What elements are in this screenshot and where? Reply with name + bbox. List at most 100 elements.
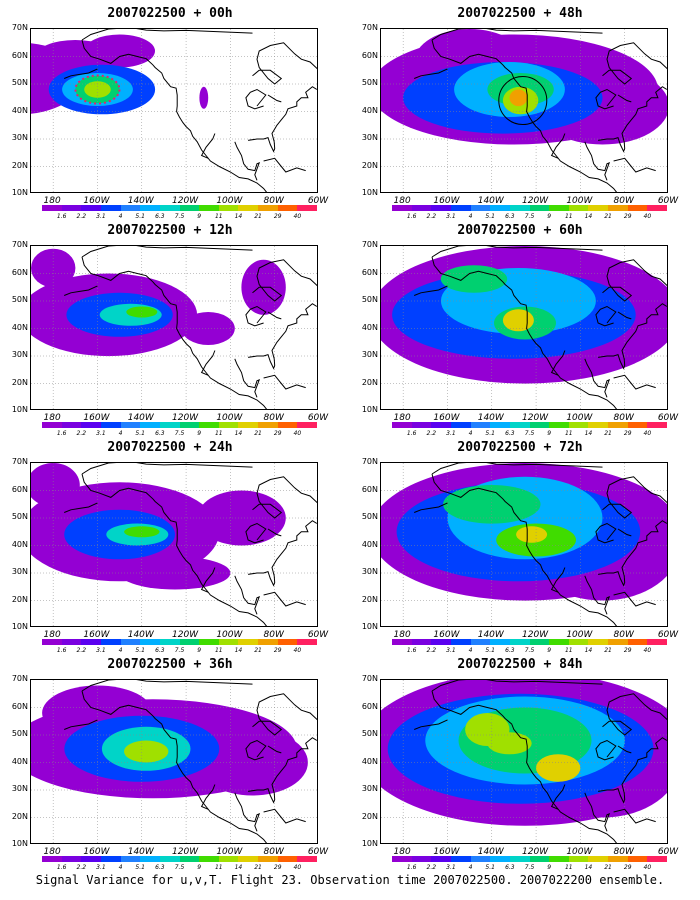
colorbar-label: 40 xyxy=(643,647,652,654)
colorbar-label: 21 xyxy=(604,864,612,871)
colorbar-label: 21 xyxy=(254,864,262,871)
variance-contour xyxy=(84,34,155,68)
grid-lines xyxy=(31,246,317,409)
x-tick-label: 120W xyxy=(522,847,549,857)
colorbar-swatch xyxy=(238,422,259,428)
colorbar-label: 5.1 xyxy=(135,213,145,220)
colorbar-label: 2.2 xyxy=(426,213,437,220)
colorbar-swatch xyxy=(450,422,472,428)
colorbar-swatch xyxy=(529,205,550,211)
x-tick-label: 60W xyxy=(307,630,329,640)
colorbar-label: 21 xyxy=(254,647,262,654)
variance-map xyxy=(31,29,317,192)
x-tick-label: 60W xyxy=(307,847,329,857)
coastline xyxy=(64,29,317,192)
colorbar-swatch xyxy=(199,856,220,862)
colorbar-swatch xyxy=(100,856,122,862)
colorbar xyxy=(42,856,318,862)
forecast-panel: 2007022500 + 36h 70N 60N 50N 40N 30N 20N 10N 180… xyxy=(0,657,340,871)
colorbar-swatch xyxy=(392,205,413,211)
colorbar-label: 3.1 xyxy=(446,864,456,871)
colorbar-swatch xyxy=(140,205,161,211)
colorbar-label: 11 xyxy=(564,864,573,871)
y-tick-label: 30N xyxy=(361,567,378,576)
colorbar-swatch xyxy=(42,639,63,645)
panel-title: 2007022500 + 48h xyxy=(457,6,583,21)
colorbar-label: 29 xyxy=(623,213,632,220)
colorbar-label: 2.2 xyxy=(76,213,87,220)
y-tick-label: 20N xyxy=(11,594,28,604)
y-tick-label: 50N xyxy=(361,78,378,87)
figure-caption: Signal Variance for u,v,T. Flight 23. Ob… xyxy=(35,873,665,887)
y-tick-label: 70N xyxy=(11,674,28,683)
colorbar-label: 6.3 xyxy=(155,864,165,871)
x-tick-label: 140W xyxy=(477,413,504,423)
colorbar-label: 29 xyxy=(273,430,282,437)
y-tick-label: 20N xyxy=(11,811,28,821)
colorbar-swatch xyxy=(140,422,161,428)
colorbar-swatch xyxy=(61,856,82,862)
x-tick-label: 100W xyxy=(216,413,243,423)
x-tick-label: 60W xyxy=(657,847,679,857)
coastline xyxy=(64,463,317,626)
colorbar-swatch xyxy=(218,856,239,862)
y-tick-label: 60N xyxy=(11,484,28,494)
y-tick-label: 50N xyxy=(11,729,28,738)
colorbar-swatch xyxy=(647,856,668,862)
colorbar-label: 11 xyxy=(564,430,573,437)
colorbar-swatch xyxy=(529,639,550,645)
colorbar-swatch xyxy=(608,422,629,428)
colorbar-label: 7.5 xyxy=(174,430,185,437)
colorbar-swatch xyxy=(81,205,102,211)
colorbar-swatch xyxy=(238,856,259,862)
variance-contour xyxy=(31,463,80,507)
colorbar-label: 40 xyxy=(643,864,652,871)
colorbar-swatch xyxy=(277,856,298,862)
colorbar-swatch xyxy=(627,639,648,645)
y-tick-label: 70N xyxy=(11,457,28,466)
variance-contour xyxy=(31,248,76,288)
y-tick-label: 20N xyxy=(11,377,28,387)
forecast-panel: 2007022500 + 00h 70N 60N 50N 40N 30N 20N 10N 180… xyxy=(0,6,340,220)
variance-map xyxy=(381,29,667,192)
colorbar-label: 3.1 xyxy=(446,647,456,654)
x-tick-label: 80W xyxy=(613,196,634,206)
colorbar-swatch xyxy=(647,205,668,211)
map-plot-area xyxy=(380,679,668,844)
y-tick-label: 30N xyxy=(11,567,28,576)
colorbar-label: 14 xyxy=(234,213,243,220)
colorbar xyxy=(42,639,318,645)
forecast-panel: 2007022500 + 84h 70N 60N 50N 40N 30N 20N 10N 180… xyxy=(350,657,690,871)
colorbar-swatch xyxy=(61,205,82,211)
colorbar-label: 9 xyxy=(197,864,202,871)
y-tick-label: 40N xyxy=(11,539,28,549)
colorbar-label: 21 xyxy=(604,430,612,437)
x-tick-label: 80W xyxy=(263,413,284,423)
colorbar xyxy=(392,422,668,428)
colorbar-swatch xyxy=(199,422,220,428)
colorbar-label: 7.5 xyxy=(524,864,535,871)
colorbar xyxy=(42,205,318,211)
colorbar-label: 6.3 xyxy=(155,213,165,220)
colorbar-swatch xyxy=(120,856,141,862)
grid-lines xyxy=(381,29,667,192)
colorbar-label: 4 xyxy=(118,213,123,220)
coastline xyxy=(414,246,667,409)
forecast-panel: 2007022500 + 24h 70N 60N 50N 40N 30N 20N 10N 180… xyxy=(0,440,340,654)
colorbar-label: 29 xyxy=(623,647,632,654)
x-tick-label: 120W xyxy=(522,630,549,640)
colorbar-label: 11 xyxy=(214,213,223,220)
panel-title: 2007022500 + 84h xyxy=(457,657,583,672)
colorbar-label: 9 xyxy=(547,647,552,654)
y-tick-label: 50N xyxy=(361,729,378,738)
colorbar-swatch xyxy=(431,205,452,211)
variance-contour xyxy=(502,309,534,332)
map-plot-area xyxy=(30,245,318,410)
y-tick-label: 60N xyxy=(11,267,28,277)
colorbar-swatch xyxy=(179,205,200,211)
x-tick-label: 100W xyxy=(566,413,593,423)
colorbar-swatch xyxy=(568,856,589,862)
colorbar-label: 5.1 xyxy=(485,430,495,437)
x-tick-label: 140W xyxy=(127,630,154,640)
grid-lines xyxy=(381,463,667,626)
